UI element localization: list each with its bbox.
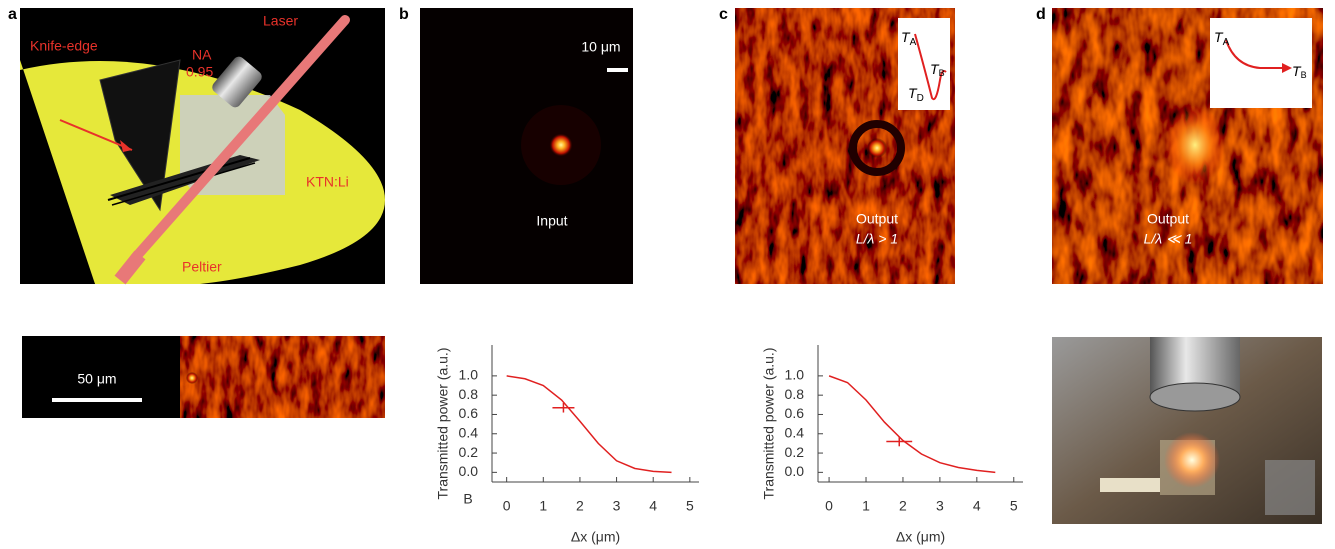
y-tick-label: 0.4 (785, 424, 805, 440)
x-tick-label: 0 (825, 498, 833, 514)
input-image (420, 8, 633, 284)
photo (1052, 337, 1322, 524)
x-tick-label: 4 (973, 498, 981, 514)
annotation: KTN:Li (306, 174, 349, 190)
x-axis-label: Δx (μm) (571, 529, 620, 545)
y-tick-label: 0.4 (459, 424, 479, 440)
speckle-strip (22, 336, 385, 418)
annotation: 0.95 (186, 64, 213, 80)
x-axis-label: Δx (μm) (896, 529, 945, 545)
y-tick-label: 0.6 (785, 405, 805, 421)
output-image (735, 8, 955, 284)
y-tick-label: 1.0 (785, 367, 805, 383)
y-tick-label: 0.8 (785, 386, 805, 402)
x-tick-label: 2 (576, 498, 584, 514)
line (506, 375, 672, 474)
x-tick-label: 3 (936, 498, 944, 514)
y-axis-label: Transmitted power (a.u.) (761, 348, 777, 500)
annotation: Laser (263, 13, 298, 29)
panel-label: b (399, 6, 409, 23)
x-tick-label: 1 (862, 498, 870, 514)
line (828, 375, 996, 474)
y-tick-label: 0.2 (785, 444, 805, 460)
x-tick-label: 5 (686, 498, 694, 514)
inset-label: TD (908, 85, 924, 104)
y-tick-label: 0.0 (785, 463, 805, 479)
charts: 0.0 0.2 0.4 0.6 0.8 1.0 0 1 2 3 4 5 Δx (μm) Transmitt… (435, 345, 1023, 545)
condition: L/λ ≪ 1 (1144, 231, 1193, 247)
panel-label: a (8, 6, 17, 23)
annotation: NA (192, 47, 212, 63)
x-tick-label: 4 (649, 498, 657, 514)
caption: Output (856, 211, 898, 227)
condition: L/λ > 1 (856, 231, 898, 247)
annotation: Peltier (182, 259, 222, 275)
panel-label: d (1036, 6, 1046, 23)
x-tick-label: 3 (613, 498, 621, 514)
scale-bar-label: 50 μm (77, 371, 116, 387)
panel-label: c (719, 6, 728, 23)
annotation: B (463, 491, 472, 507)
y-tick-label: 0.6 (459, 405, 479, 421)
y-axis-label: Transmitted power (a.u.) (435, 348, 451, 500)
schematic (20, 8, 385, 285)
output-image (1052, 8, 1323, 284)
y-tick-label: 0.2 (459, 444, 479, 460)
scale-bar-label: 10 μm (581, 39, 620, 55)
y-tick-label: 1.0 (459, 367, 479, 383)
y-tick-label: 0.0 (459, 463, 479, 479)
x-tick-label: 5 (1010, 498, 1018, 514)
x-tick-label: 0 (503, 498, 511, 514)
caption: Output (1147, 211, 1189, 227)
inset-label: TB (1292, 63, 1307, 81)
x-tick-label: 2 (899, 498, 907, 514)
inset-label: TA (1214, 29, 1230, 48)
annotation: Knife-edge (30, 38, 98, 54)
y-tick-label: 0.8 (459, 386, 479, 402)
inset-label: TA (901, 29, 917, 48)
x-tick-label: 1 (539, 498, 547, 514)
caption: Input (536, 213, 567, 229)
inset-label: TB (930, 61, 945, 79)
